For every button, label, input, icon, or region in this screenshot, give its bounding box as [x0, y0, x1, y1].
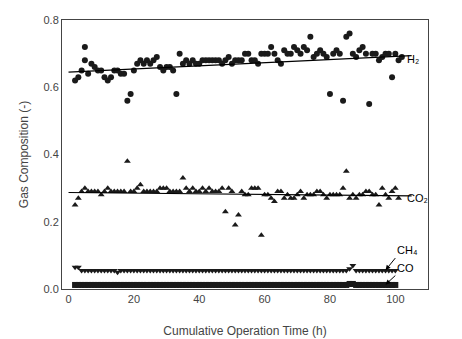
svg-text:0.8: 0.8 — [44, 14, 59, 26]
svg-text:Cumulative Operation Time (h): Cumulative Operation Time (h) — [163, 324, 326, 338]
svg-text:0.0: 0.0 — [44, 283, 59, 295]
svg-text:60: 60 — [258, 293, 270, 305]
svg-text:0.4: 0.4 — [44, 148, 59, 160]
svg-text:40: 40 — [193, 293, 205, 305]
svg-text:0.2: 0.2 — [44, 216, 59, 228]
svg-text:0.6: 0.6 — [44, 81, 59, 93]
svg-text:Gas Composition (-): Gas Composition (-) — [17, 101, 31, 208]
svg-text:0: 0 — [65, 293, 71, 305]
svg-text:CO: CO — [397, 262, 414, 274]
svg-text:100: 100 — [386, 293, 404, 305]
svg-text:80: 80 — [324, 293, 336, 305]
svg-text:20: 20 — [128, 293, 140, 305]
svg-text:CH₄: CH₄ — [397, 244, 418, 256]
svg-text:CO₂: CO₂ — [407, 192, 428, 204]
svg-text:H₂: H₂ — [407, 53, 419, 65]
